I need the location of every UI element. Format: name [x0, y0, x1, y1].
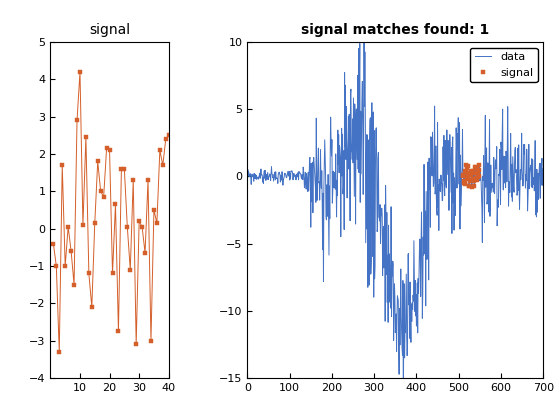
- signal: [464, 175, 470, 180]
- signal: [473, 176, 479, 181]
- signal: [470, 171, 477, 176]
- signal: [460, 173, 466, 178]
- signal: [466, 171, 473, 176]
- signal: [462, 180, 469, 185]
- signal: [461, 168, 468, 173]
- signal: [476, 163, 483, 168]
- signal: [474, 165, 480, 171]
- signal: [461, 181, 468, 186]
- data: [361, 29, 367, 34]
- signal: [465, 176, 472, 181]
- Title: signal matches found: 1: signal matches found: 1: [301, 23, 489, 37]
- signal: [463, 170, 470, 175]
- signal: [463, 165, 470, 170]
- data: [539, 166, 546, 171]
- signal: [472, 165, 479, 170]
- signal: [470, 179, 477, 184]
- signal: [470, 168, 477, 173]
- signal: [465, 184, 472, 189]
- Title: signal: signal: [89, 23, 130, 37]
- data: [511, 164, 518, 169]
- signal: [469, 177, 476, 182]
- data: [439, 198, 446, 203]
- data: [475, 169, 482, 174]
- signal: [467, 171, 474, 176]
- signal: [465, 174, 472, 179]
- signal: [460, 178, 467, 183]
- signal: [466, 178, 473, 183]
- signal: [468, 172, 475, 177]
- data: [400, 403, 407, 408]
- signal: [474, 178, 480, 183]
- signal: [469, 177, 475, 182]
- Line: signal: signal: [461, 163, 482, 189]
- Line: data: data: [248, 32, 543, 406]
- signal: [475, 169, 482, 174]
- signal: [464, 164, 471, 169]
- signal: [468, 169, 474, 174]
- signal: [466, 183, 473, 188]
- signal: [475, 173, 482, 178]
- signal: [473, 175, 480, 180]
- signal: [474, 175, 481, 180]
- signal: [460, 174, 466, 179]
- signal: [471, 184, 478, 189]
- signal: [472, 171, 478, 176]
- signal: [472, 165, 479, 170]
- signal: [461, 181, 468, 186]
- data: [327, 115, 334, 120]
- data: [338, 234, 344, 239]
- Legend: data, signal: data, signal: [470, 47, 538, 82]
- signal: [475, 168, 482, 173]
- signal: [468, 185, 475, 190]
- data: [316, 197, 323, 202]
- data: [244, 174, 251, 179]
- signal: [463, 163, 469, 168]
